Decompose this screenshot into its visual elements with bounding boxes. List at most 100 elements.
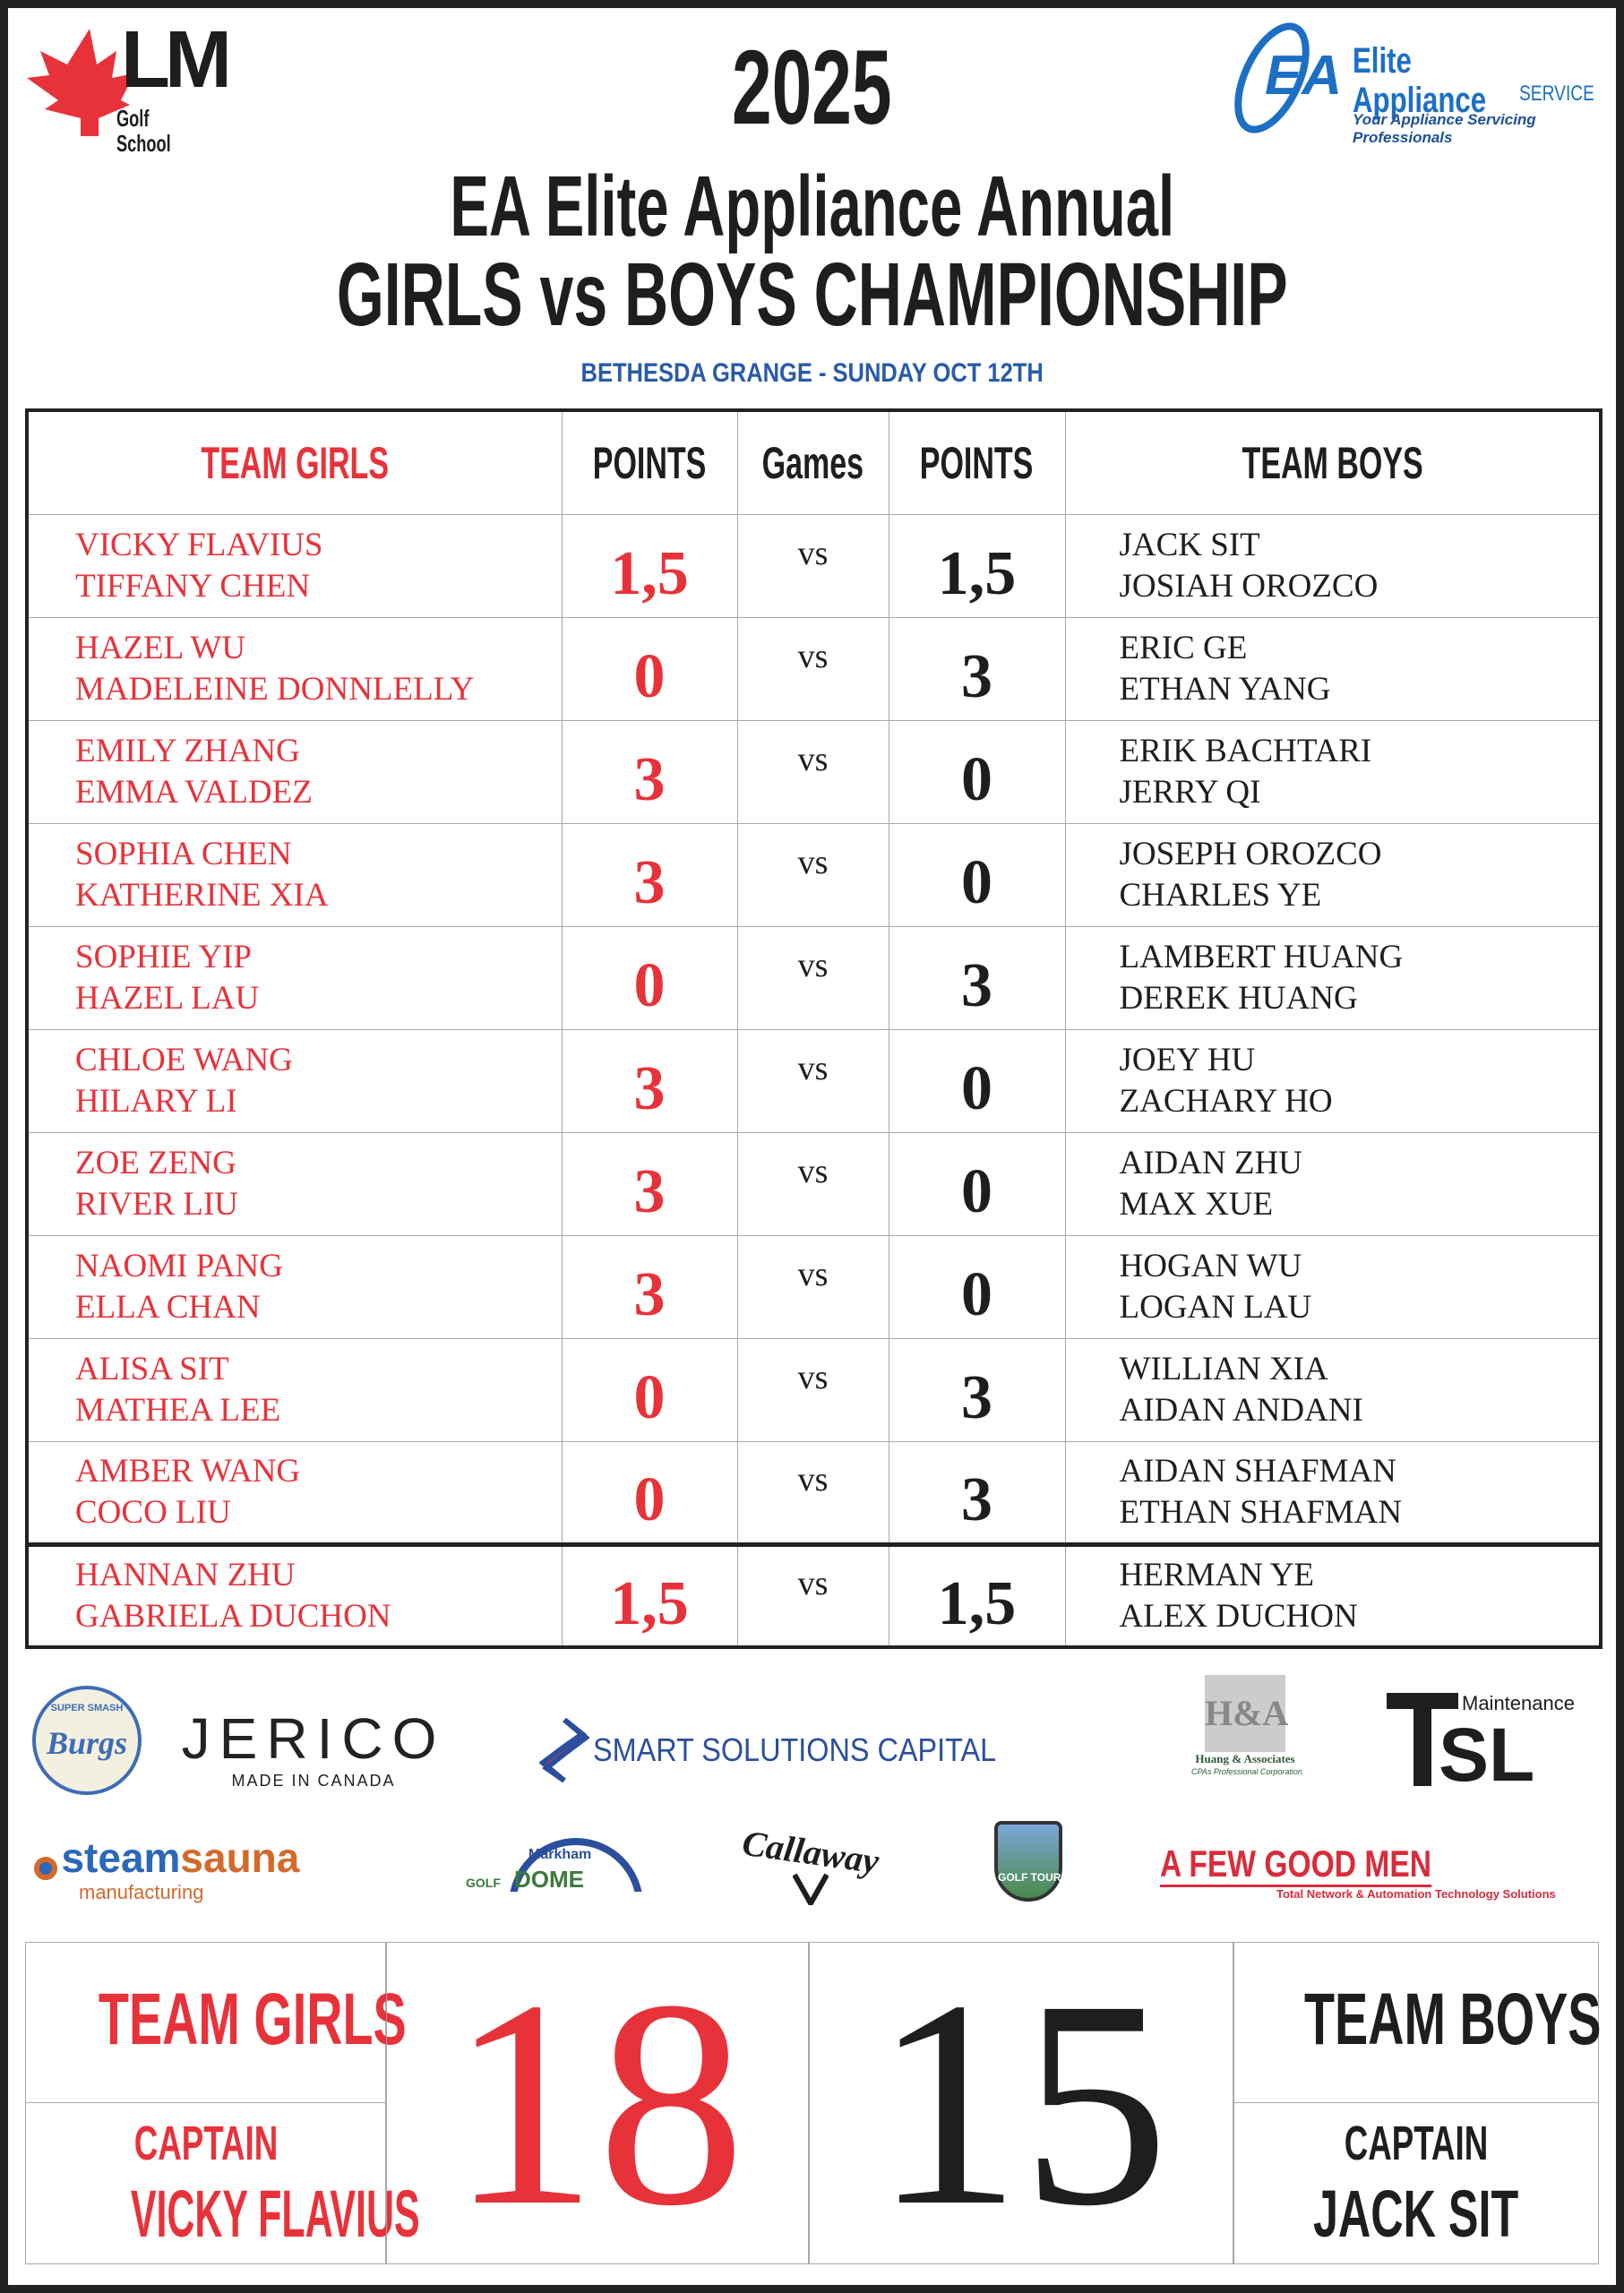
team-boys-panel: TEAM BOYS CAPTAIN JACK SIT (1233, 1942, 1602, 2264)
girls-player: HAZEL LAU (75, 979, 260, 1017)
boys-pair: AIDAN SHAFMAN ETHAN SHAFMAN (1064, 1440, 1602, 1545)
boys-pair: ERIC GE ETHAN YANG (1064, 616, 1602, 721)
girls-player: MADELEINE DONNLELLY (75, 670, 475, 708)
girls-points: 0 (561, 1440, 738, 1545)
boys-pair: JACK SIT JOSIAH OROZCO (1064, 513, 1602, 618)
vs-label: vs (736, 925, 889, 1030)
boys-player: ERIC GE (1119, 629, 1248, 666)
girls-player: KATHERINE XIA (75, 876, 329, 914)
lm-golf-tour-logo: GOLF TOUR (994, 1821, 1062, 1902)
vs-label: vs (736, 1337, 889, 1442)
huang-associates-logo: H&A Huang & Associates CPAs Professional… (1191, 1675, 1302, 1777)
maple-leaf-icon (27, 29, 134, 136)
girls-points: 1,5 (561, 1542, 738, 1648)
table-row: VICKY FLAVIUS TIFFANY CHEN 1,5 vs 1,5 JACK SI… (26, 513, 1602, 618)
vs-label: vs (736, 719, 889, 824)
girls-player: AMBER WANG (75, 1452, 301, 1490)
lm-golf-school-logo: LM Golf School (27, 20, 233, 156)
tagline: Your Appliance Servicing Professionals (1353, 111, 1536, 146)
boys-points: 3 (888, 616, 1066, 721)
header-points-girls: POINTS (561, 409, 738, 515)
a-few-good-men-logo: A FEW GOOD MEN Total Network & Automatio… (1160, 1842, 1556, 1901)
table-row: EMILY ZHANG EMMA VALDEZ 3 vs 0 ERIK BACHTARI J… (26, 719, 1602, 824)
girls-player: ZOE ZENG (75, 1144, 236, 1181)
event-subtitle: BETHESDA GRANGE - SUNDAY OCT 12TH (580, 358, 1044, 388)
team-boys-label: TEAM BOYS (1303, 1979, 1602, 2060)
tsl-maintenance-logo: Maintenance SL (1387, 1693, 1580, 1793)
boys-pair: AIDAN ZHU MAX XUE (1064, 1131, 1602, 1236)
year-heading: 2025 (732, 29, 892, 147)
title-line-2: GIRLS vs BOYS CHAMPIONSHIP (336, 245, 1288, 345)
orbit-icon (1234, 22, 1310, 133)
boys-player: HOGAN WU (1119, 1247, 1302, 1284)
girls-player: TIFFANY CHEN (75, 567, 311, 605)
smart-solutions-icon (538, 1717, 590, 1783)
boys-points: 0 (888, 1028, 1066, 1133)
girls-player: HANNAN ZHU (75, 1556, 296, 1593)
boys-player: JOSIAH OROZCO (1119, 567, 1379, 605)
girls-player: GABRIELA DUCHON (75, 1597, 391, 1635)
match-results-table: TEAM GIRLS POINTS Games POINTS TEAM BOYS… (25, 408, 1603, 1649)
vs-label: vs (736, 822, 889, 927)
boys-points: 0 (888, 719, 1066, 824)
boys-points: 3 (888, 925, 1066, 1030)
steamsauna-logo: steamsauna manufacturing (34, 1834, 299, 1904)
boys-player: ERIK BACHTARI (1119, 732, 1372, 769)
table-row: SOPHIA CHEN KATHERINE XIA 3 vs 0 JOSEPH OROZC… (26, 822, 1602, 927)
boys-player: AIDAN ZHU (1119, 1144, 1303, 1181)
boys-player: ZACHARY HO (1119, 1082, 1333, 1120)
jerico-logo: JERICO MADE IN CANADA (181, 1706, 446, 1790)
table-row: ALISA SIT MATHEA LEE 0 vs 3 WILLIAN XIA AIDAN … (26, 1337, 1602, 1442)
vs-label: vs (736, 513, 889, 618)
girls-pair: EMILY ZHANG EMMA VALDEZ (26, 719, 563, 824)
boys-points: 1,5 (888, 1542, 1066, 1648)
girls-pair: ZOE ZENG RIVER LIU (26, 1131, 563, 1236)
team-girls-label: TEAM GIRLS (98, 1979, 407, 2060)
boys-player: JACK SIT (1119, 526, 1260, 563)
callaway-logo: Callaway (721, 1823, 900, 1910)
boys-captain-name: JACK SIT (1313, 2177, 1519, 2251)
elite-appliance-name: Elite Appliance (1353, 41, 1487, 120)
boys-pair: JOEY HU ZACHARY HO (1064, 1028, 1602, 1133)
girls-points: 3 (561, 1028, 738, 1133)
smart-solutions-logo: SMART SOLUTIONS CAPITAL (538, 1717, 1042, 1783)
boys-pair: JOSEPH OROZCO CHARLES YE (1064, 822, 1602, 927)
boys-pair: ERIK BACHTARI JERRY QI (1064, 719, 1602, 824)
table-row: HAZEL WU MADELEINE DONNLELLY 0 vs 3 ERIC GE ET… (26, 616, 1602, 721)
girls-pair: HAZEL WU MADELEINE DONNLELLY (26, 616, 563, 721)
boys-points: 0 (888, 1131, 1066, 1236)
girls-player: HILARY LI (75, 1082, 237, 1120)
vs-label: vs (736, 1542, 889, 1648)
boys-captain-label: CAPTAIN (1344, 2117, 1489, 2170)
ea-mark: EA (1265, 45, 1343, 107)
girls-player: SOPHIE YIP (75, 938, 253, 975)
boys-player: CHARLES YE (1119, 876, 1322, 914)
boys-points: 0 (888, 822, 1066, 927)
table-header: TEAM GIRLS POINTS Games POINTS TEAM BOYS (26, 409, 1602, 515)
boys-player: JOSEPH OROZCO (1119, 835, 1382, 872)
boys-player: JERRY QI (1119, 773, 1261, 811)
table-row: NAOMI PANG ELLA CHAN 3 vs 0 HOGAN WU LOGAN LAU (26, 1234, 1602, 1339)
boys-player: DEREK HUANG (1119, 979, 1358, 1017)
table-row: SOPHIE YIP HAZEL LAU 0 vs 3 LAMBERT HUANG DERE… (26, 925, 1602, 1030)
chevron-icon (792, 1873, 829, 1910)
table-row: CHLOE WANG HILARY LI 3 vs 0 JOEY HU ZACHARY HO (26, 1028, 1602, 1133)
girls-pair: VICKY FLAVIUS TIFFANY CHEN (26, 513, 563, 618)
vs-label: vs (736, 1234, 889, 1339)
girls-captain-name: VICKY FLAVIUS (130, 2177, 420, 2251)
girls-points: 3 (561, 1234, 738, 1339)
boys-pair: WILLIAN XIA AIDAN ANDANI (1064, 1337, 1602, 1442)
girls-player: EMILY ZHANG (75, 732, 300, 769)
header-games: Games (736, 409, 889, 515)
girls-points: 0 (561, 925, 738, 1030)
boys-pair: HOGAN WU LOGAN LAU (1064, 1234, 1602, 1339)
header-team-boys: TEAM BOYS (1064, 409, 1602, 515)
girls-captain-label: CAPTAIN (133, 2117, 278, 2170)
boys-player: MAX XUE (1119, 1185, 1274, 1223)
girls-pair: SOPHIE YIP HAZEL LAU (26, 925, 563, 1030)
girls-pair: AMBER WANG COCO LIU (26, 1440, 563, 1545)
header-team-girls: TEAM GIRLS (26, 409, 563, 515)
boys-points: 3 (888, 1440, 1066, 1545)
girls-points: 3 (561, 719, 738, 824)
vs-label: vs (736, 1028, 889, 1133)
